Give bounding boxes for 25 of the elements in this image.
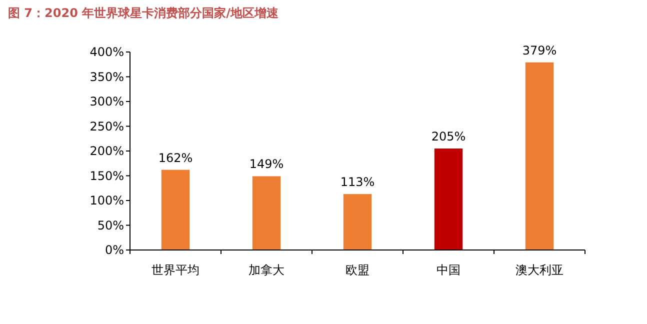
x-tick-label: 欧盟 (346, 263, 370, 277)
x-tick-label: 中国 (436, 263, 460, 277)
y-tick-label: 0% (104, 243, 124, 257)
x-tick-label: 世界平均 (152, 263, 200, 277)
x-tick-label: 澳大利亚 (516, 263, 564, 277)
y-tick-label: 350% (90, 70, 124, 84)
bar (434, 148, 463, 250)
y-tick-label: 400% (90, 45, 124, 59)
y-tick-label: 200% (90, 144, 124, 158)
chart-title: 图 7：2020 年世界球星卡消费部分国家/地区增速 (8, 6, 280, 20)
y-tick-label: 150% (90, 168, 124, 183)
y-tick-label: 100% (90, 194, 124, 208)
y-tick-label: 250% (90, 119, 124, 134)
bar (252, 176, 281, 250)
data-label: 149% (249, 157, 284, 172)
data-label: 205% (431, 130, 466, 144)
y-tick-label: 300% (90, 94, 124, 108)
y-tick-label: 50% (97, 218, 124, 232)
bar (525, 62, 554, 250)
data-label: 379% (522, 43, 557, 58)
bar (161, 170, 190, 250)
bar (343, 194, 372, 250)
data-label: 162% (158, 150, 193, 165)
data-label: 113% (340, 175, 375, 190)
x-tick-label: 加拿大 (248, 263, 284, 277)
